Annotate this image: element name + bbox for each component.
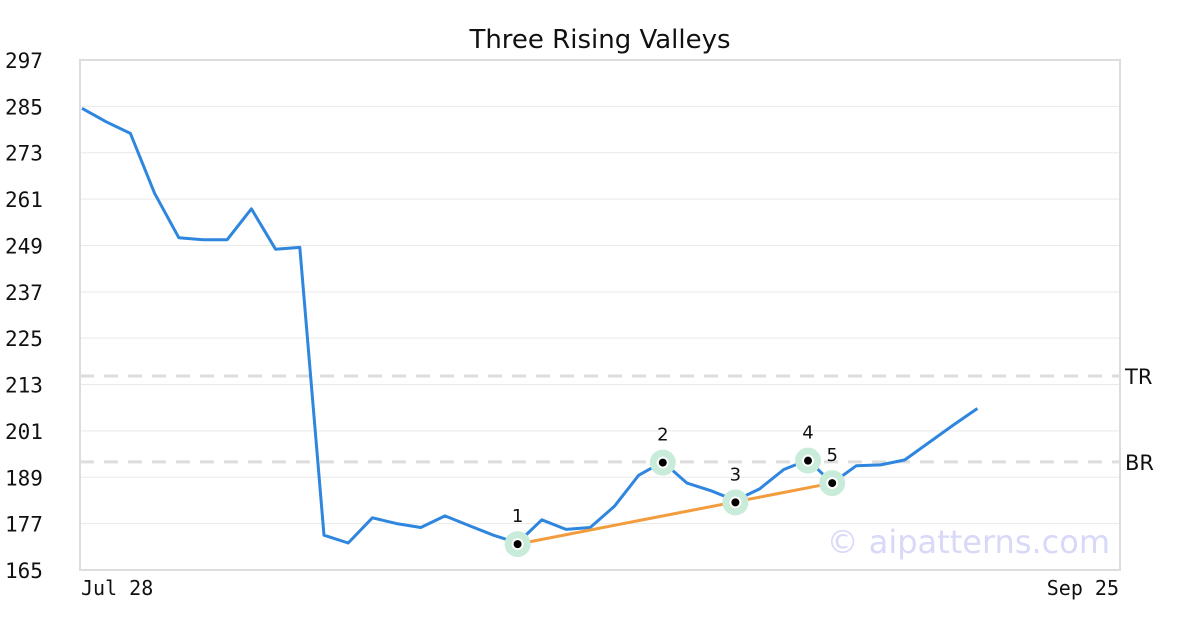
pattern-point-label: 1 bbox=[512, 506, 523, 527]
watermark: © aipatterns.com bbox=[827, 523, 1110, 561]
y-tick-label: 285 bbox=[5, 95, 43, 119]
x-tick-label: Jul 28 bbox=[81, 576, 153, 600]
pattern-point bbox=[511, 538, 524, 551]
trendline bbox=[517, 481, 833, 546]
pattern-point-label: 3 bbox=[730, 464, 741, 485]
pattern-point bbox=[656, 456, 669, 469]
y-tick-label: 213 bbox=[5, 374, 43, 398]
y-tick-label: 225 bbox=[5, 327, 43, 351]
plot-frame bbox=[79, 59, 1121, 571]
y-axis-ticks: 165 177 189 201 213 225 237 249 261 273 285 297 bbox=[5, 49, 43, 583]
grid-lines bbox=[80, 105, 1120, 525]
y-tick-label: 273 bbox=[5, 142, 43, 166]
reference-label-br: BR bbox=[1125, 451, 1154, 475]
reference-lines: TR BR bbox=[80, 365, 1154, 475]
y-tick-label: 165 bbox=[5, 559, 43, 583]
y-tick-label: 189 bbox=[5, 466, 43, 490]
y-tick-label: 201 bbox=[5, 420, 43, 444]
pattern-point-label: 5 bbox=[826, 445, 837, 466]
pattern-points: 1 2 3 45 bbox=[504, 423, 846, 558]
x-axis-ticks: Jul 28 Sep 25 bbox=[81, 576, 1119, 600]
trendline-layer bbox=[517, 481, 833, 546]
y-tick-label: 249 bbox=[5, 234, 43, 258]
pattern-point-label: 2 bbox=[657, 425, 668, 446]
y-tick-label: 237 bbox=[5, 281, 43, 305]
pattern-point bbox=[802, 454, 814, 467]
pattern-point-label: 4 bbox=[802, 423, 813, 444]
chart-title: Three Rising Valleys bbox=[468, 25, 730, 55]
y-tick-label: 261 bbox=[5, 188, 43, 212]
x-tick-label: Sep 25 bbox=[1047, 576, 1119, 600]
pattern-point bbox=[729, 496, 742, 509]
y-tick-label: 297 bbox=[5, 49, 43, 73]
y-tick-label: 177 bbox=[5, 513, 43, 537]
pattern-point bbox=[826, 477, 839, 490]
reference-label-tr: TR bbox=[1124, 365, 1152, 389]
